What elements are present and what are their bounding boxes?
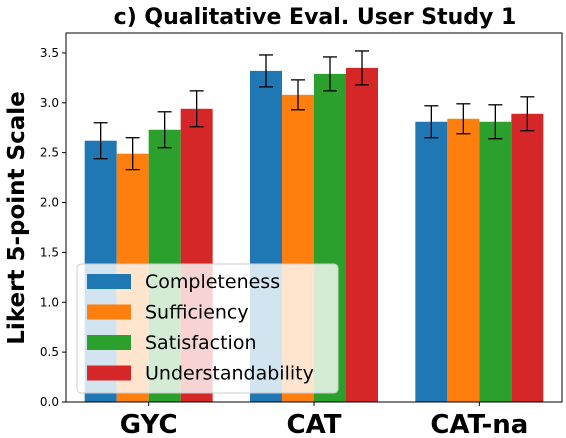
legend-label-satisfaction: Satisfaction: [145, 332, 257, 354]
legend-swatch-satisfaction: [87, 335, 131, 350]
legend-label-completeness: Completeness: [145, 271, 280, 293]
legend-label-sufficiency: Sufficiency: [145, 302, 249, 324]
y-axis-label: Likert 5-point Scale: [4, 91, 30, 344]
bar-satisfaction-cat-na: [479, 121, 512, 402]
bar-sufficiency-cat-na: [447, 118, 480, 402]
y-tick-label: 2.5: [40, 146, 59, 160]
y-tick-label: 3.5: [40, 46, 59, 60]
y-tick-label: 1.0: [40, 295, 59, 309]
y-tick-label: 1.5: [40, 245, 59, 259]
legend-swatch-understandability: [87, 365, 131, 381]
x-tick-label: CAT: [287, 410, 342, 438]
bar-understandability-cat: [346, 67, 378, 403]
legend-box: [76, 263, 339, 394]
y-tick-label: 0.5: [40, 345, 59, 359]
x-tick-label: CAT-na: [430, 410, 528, 438]
y-tick-label: 3.0: [40, 96, 59, 110]
y-tick-label: 2.0: [40, 196, 59, 210]
bar-completeness-cat-na: [415, 121, 448, 402]
y-tick-label: 0.0: [40, 395, 59, 409]
legend-swatch-completeness: [87, 274, 131, 289]
chart-title: c) Qualitative Eval. User Study 1: [114, 5, 517, 30]
bar-understandability-cat-na: [511, 113, 544, 403]
legend-swatch-sufficiency: [87, 304, 131, 320]
legend: Completeness Sufficiency Satisfaction Under…: [76, 263, 339, 394]
legend-label-understandability: Understandability: [145, 363, 314, 385]
x-tick-label: GYC: [120, 410, 178, 438]
